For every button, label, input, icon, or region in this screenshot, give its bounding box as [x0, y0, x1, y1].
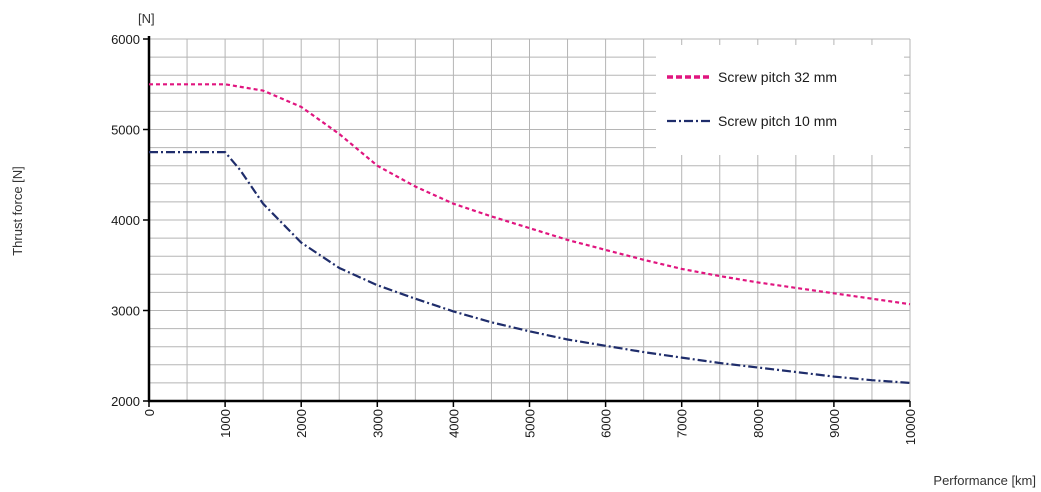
x-axis-title: Performance [km] [933, 473, 1036, 488]
x-tick-label: 0 [142, 409, 157, 416]
y-axis-unit: [N] [138, 11, 155, 26]
x-tick-label: 4000 [446, 409, 461, 438]
y-tick-label: 3000 [111, 304, 140, 319]
x-tick-label: 5000 [523, 409, 538, 438]
legend-label-screw-pitch-10: Screw pitch 10 mm [718, 113, 837, 129]
x-tick-label: 1000 [218, 409, 233, 438]
series-line-1 [149, 151, 911, 384]
x-tick-label: 3000 [370, 409, 385, 438]
axes: 2000 3000 4000 5000 6000 0 1000 2000 3000 4000 500… [111, 32, 918, 445]
x-tick-label: 8000 [751, 409, 766, 438]
y-tick-label: 2000 [111, 394, 140, 409]
x-tick-label: 6000 [599, 409, 614, 438]
series-line-0 [149, 83, 911, 306]
legend-background [656, 45, 904, 155]
y-tick-label: 5000 [111, 123, 140, 138]
x-tick-label: 9000 [827, 409, 842, 438]
legend: Screw pitch 32 mm Screw pitch 10 mm [656, 45, 904, 155]
y-tick-label: 6000 [111, 32, 140, 47]
y-tick-label: 4000 [111, 213, 140, 228]
x-tick-label: 10000 [903, 409, 918, 445]
legend-label-screw-pitch-32: Screw pitch 32 mm [718, 69, 837, 85]
series-lines [149, 83, 911, 384]
x-tick-label: 2000 [294, 409, 309, 438]
y-axis-title: Thrust force [N] [10, 166, 25, 256]
x-tick-label: 7000 [675, 409, 690, 438]
